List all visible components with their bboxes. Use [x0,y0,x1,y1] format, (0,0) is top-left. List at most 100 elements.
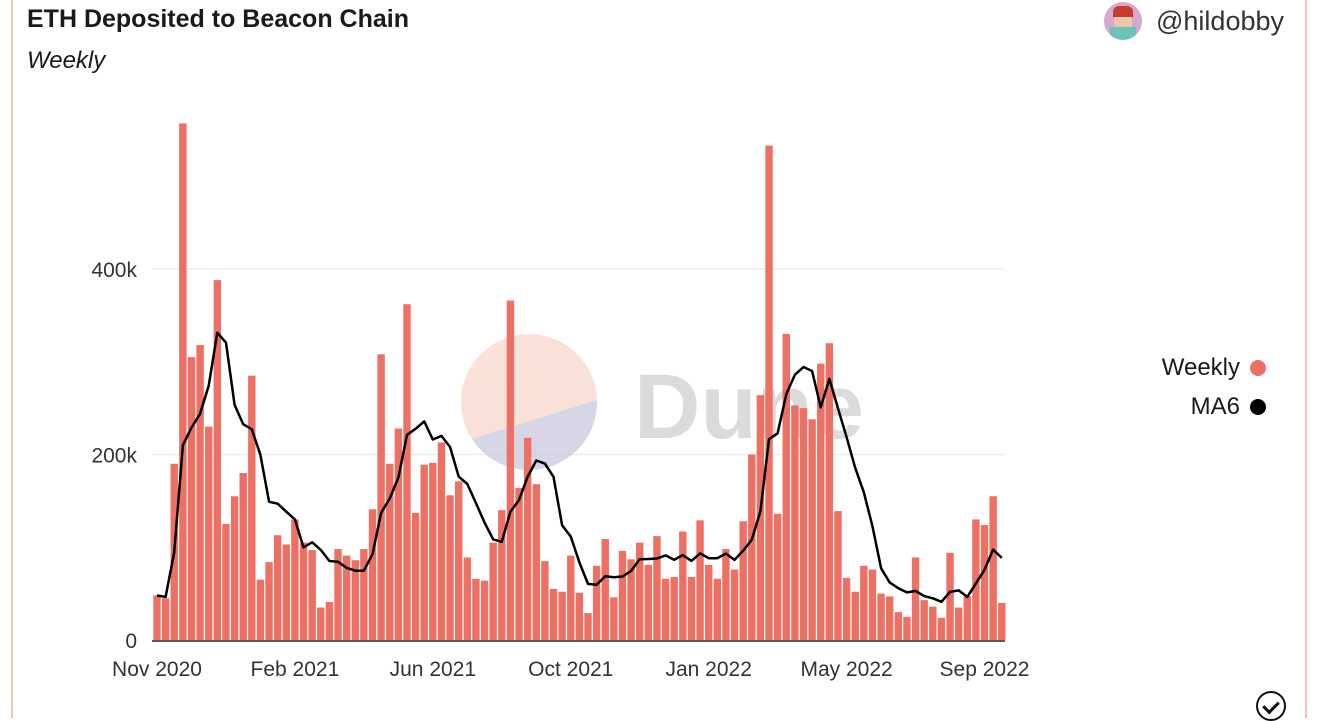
bar-weekly [325,601,334,640]
bar-weekly [601,538,609,640]
bar-weekly [584,613,592,640]
bar-weekly [825,343,834,640]
bar-weekly [420,464,428,640]
bar-weekly [946,552,954,640]
bar-weekly [308,550,316,640]
bar-weekly [161,598,170,640]
bar-weekly [661,578,670,640]
bar-weekly [653,536,661,640]
x-tick-label: May 2022 [800,658,892,681]
check-circle-icon[interactable] [1256,691,1286,721]
bar-weekly [920,600,928,640]
bar-weekly [730,569,739,640]
bar-weekly [360,549,368,640]
bar-weekly [498,510,506,640]
card-border-left [11,0,13,718]
bar-weekly [368,509,377,640]
bar-weekly [386,463,394,640]
bar-weekly [265,562,273,640]
bar-weekly [248,375,256,640]
bar-weekly [868,569,877,640]
bar-weekly [782,333,790,640]
legend-label: MA6 [1190,392,1240,420]
bar-weekly [618,550,627,640]
bar-weekly [860,565,868,640]
bar-weekly [817,363,825,640]
bar-weekly [187,357,196,640]
legend-item-weekly[interactable]: Weekly [1150,348,1266,387]
x-tick-label: Oct 2021 [528,658,613,681]
bar-weekly [704,564,713,640]
bar-weekly [549,588,558,640]
bar-weekly [455,481,463,640]
bar-weekly [636,542,644,640]
bar-weekly [687,576,696,640]
bar-weekly [592,565,601,640]
bar-weekly [506,300,515,640]
bar-weekly [989,496,997,640]
bar-weekly [773,513,782,640]
bar-weekly [575,592,584,640]
bar-weekly [179,123,187,640]
bar-weekly [765,145,773,640]
bar-weekly [334,549,342,640]
bar-weekly [196,345,204,640]
bar-weekly [713,578,721,640]
bar-weekly [342,555,351,640]
bar-weekly [239,473,247,640]
bar-weekly [670,576,678,640]
legend-label: Weekly [1161,353,1240,381]
bar-weekly [273,535,282,640]
bar-weekly [567,555,575,640]
legend-dot [1250,398,1266,415]
bar-weekly [696,520,704,640]
x-tick-label: Feb 2021 [251,658,340,681]
bar-weekly [903,616,911,640]
bar-weekly [472,578,480,640]
bar-weekly [437,442,446,640]
legend-item-ma6[interactable]: MA6 [1150,387,1266,426]
x-tick-label: Sep 2022 [940,658,1030,681]
x-tick-label: Jan 2022 [665,658,751,681]
bar-weekly [610,597,618,640]
bar-weekly [446,495,454,640]
bar-weekly [834,511,842,640]
bar-weekly [213,280,222,640]
chart-title: ETH Deposited to Beacon Chain [27,5,409,33]
bar-weekly [644,564,653,640]
bar-weekly [317,607,325,640]
bar-weekly [394,428,403,640]
bar-weekly [282,544,290,640]
bar-weekly [886,596,894,640]
bar-weekly [748,454,756,640]
author-handle[interactable]: @hildobby [1156,5,1284,36]
bar-weekly [929,606,937,640]
bar-weekly [480,580,489,640]
bar-weekly [722,549,730,640]
bar-weekly [679,531,687,640]
bar-weekly [972,519,980,640]
bar-weekly [808,419,816,640]
bar-weekly [489,542,497,640]
ma6-line [156,331,1003,604]
author[interactable]: @hildobby [1104,2,1284,40]
bar-weekly [842,577,851,640]
bar-weekly [256,579,265,640]
x-tick-label: Nov 2020 [112,658,202,681]
bar-weekly [291,519,299,640]
bar-weekly [627,559,635,640]
bar-weekly [377,354,385,640]
y-tick-label: 200k [91,445,137,468]
legend-dot [1250,359,1266,376]
bar-weekly [998,602,1006,640]
bar-weekly [791,405,799,640]
bar-weekly [205,426,213,640]
bar-weekly [429,462,437,640]
bar-weekly [523,437,532,640]
bar-weekly [153,595,161,640]
legend: Weekly MA6 [1150,348,1266,426]
y-tick-label: 0 [125,630,137,653]
avatar[interactable] [1104,2,1142,40]
bar-weekly [980,524,989,640]
